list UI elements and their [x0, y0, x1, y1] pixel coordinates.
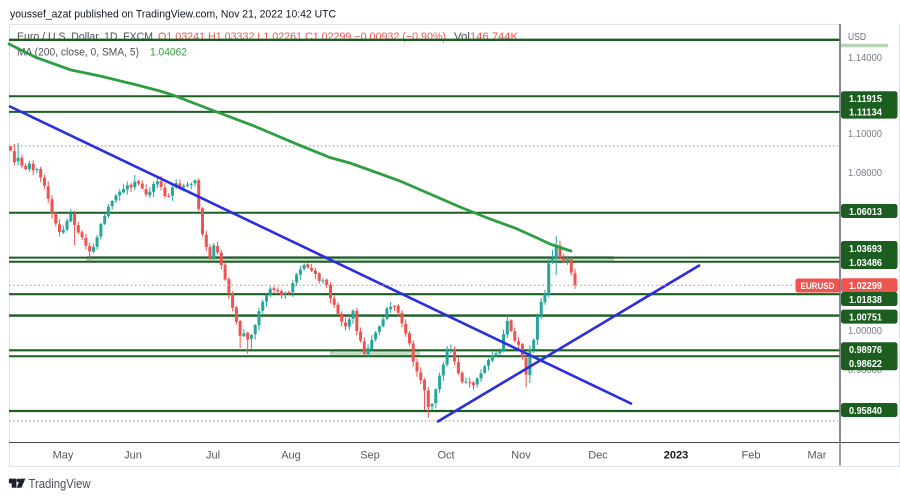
svg-text:USD: USD: [848, 31, 866, 43]
svg-text:Jul: Jul: [206, 450, 220, 462]
svg-text:Jun: Jun: [124, 450, 142, 462]
svg-text:0.98976: 0.98976: [849, 344, 882, 356]
svg-text:Feb: Feb: [742, 450, 761, 462]
svg-text:0.95840: 0.95840: [849, 405, 882, 417]
svg-text:MA (200, close, 0, SMA, 5): MA (200, close, 0, SMA, 5): [17, 47, 139, 59]
svg-text:1.01838: 1.01838: [849, 294, 882, 306]
svg-text:1.08000: 1.08000: [848, 167, 882, 179]
svg-text:Oct: Oct: [437, 450, 454, 462]
svg-text:1.04062: 1.04062: [150, 47, 187, 59]
svg-text:Aug: Aug: [281, 450, 301, 462]
svg-text:1.11134: 1.11134: [849, 106, 882, 118]
svg-text:May: May: [53, 450, 74, 462]
svg-text:2023: 2023: [664, 450, 688, 462]
svg-text:1.02299: 1.02299: [849, 280, 882, 292]
svg-text:146.744K: 146.744K: [470, 31, 519, 43]
svg-text:1.03693: 1.03693: [849, 243, 882, 255]
svg-text:Nov: Nov: [511, 450, 531, 462]
svg-text:TradingView: TradingView: [29, 476, 92, 491]
svg-text:1.10000: 1.10000: [848, 128, 882, 140]
svg-text:O1.03241 H1.03332 L1.02261: O1.03241 H1.03332 L1.02261 C1.02299 −0.0…: [158, 31, 446, 43]
svg-text:EURUSD: EURUSD: [801, 280, 835, 291]
svg-text:1.03486: 1.03486: [849, 257, 882, 269]
svg-text:1.14000: 1.14000: [848, 52, 882, 64]
svg-text:1.06013: 1.06013: [849, 206, 882, 218]
svg-text:Dec: Dec: [588, 450, 608, 462]
svg-text:Mar: Mar: [808, 450, 827, 462]
svg-text:Euro / U.S. Dollar, 1D, FXCM: Euro / U.S. Dollar, 1D, FXCM: [17, 31, 153, 43]
svg-text:1.00751: 1.00751: [849, 311, 882, 323]
svg-text:Vol: Vol: [454, 31, 470, 43]
svg-text:1.11915: 1.11915: [849, 93, 882, 105]
svg-text:youssef_azat published on Trad: youssef_azat published on TradingView.co…: [10, 9, 336, 21]
svg-text:1.00000: 1.00000: [848, 325, 882, 337]
svg-text:0.98622: 0.98622: [849, 358, 882, 370]
svg-text:Sep: Sep: [360, 450, 380, 462]
